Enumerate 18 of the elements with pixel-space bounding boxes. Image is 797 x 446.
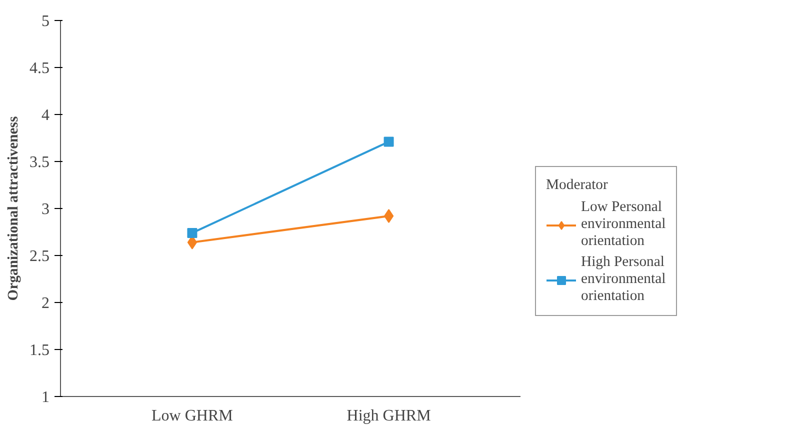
point bbox=[187, 228, 198, 238]
y-tick-label: 5 bbox=[42, 13, 50, 30]
point bbox=[384, 209, 394, 224]
legend-title: Moderator bbox=[546, 177, 609, 194]
point bbox=[384, 136, 394, 147]
y-tick-label: 3.5 bbox=[30, 154, 50, 171]
y-axis-title: Organizational attractiveness bbox=[6, 116, 22, 301]
y-tick-label: 4 bbox=[42, 107, 50, 124]
y-tick-label: 3 bbox=[42, 201, 50, 218]
y-tick-label: 2.5 bbox=[30, 248, 50, 265]
y-tick-label: 1.5 bbox=[30, 342, 50, 359]
y-tick-label: 2 bbox=[42, 295, 50, 312]
legend-label: Low Personal environmental orientation bbox=[581, 199, 666, 250]
y-tick-label: 1 bbox=[42, 389, 50, 406]
legend-label: High Personal environmental orientation bbox=[581, 254, 666, 305]
x-tick-label: High GHRM bbox=[346, 408, 431, 424]
y-tick-label: 4.5 bbox=[30, 60, 50, 77]
x-tick-label: Low GHRM bbox=[152, 408, 233, 424]
